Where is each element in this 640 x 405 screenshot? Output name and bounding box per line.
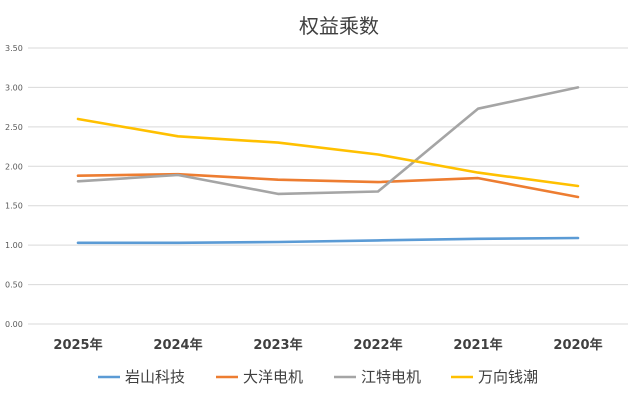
x-tick-label: 2021年 [453, 337, 502, 353]
y-axis-ticks: 0.00 0.50 1.00 1.50 2.00 2.50 3.00 3.50 [5, 44, 23, 329]
y-tick-label: 2.00 [5, 162, 23, 171]
x-tick-label: 2024年 [153, 337, 202, 353]
x-tick-label: 2022年 [353, 337, 402, 353]
legend-label: 江特电机 [361, 368, 421, 386]
series-line-1 [76, 172, 580, 199]
y-tick-label: 2.50 [5, 123, 23, 132]
series-line-3 [76, 117, 580, 188]
legend-label: 万向钱潮 [478, 368, 538, 386]
y-tick-label: 1.50 [5, 202, 23, 211]
legend: 岩山科技 大洋电机 江特电机 万向钱潮 [98, 368, 538, 386]
legend-label: 岩山科技 [125, 368, 185, 386]
x-tick-label: 2025年 [53, 337, 102, 353]
x-tick-label: 2020年 [553, 337, 602, 353]
y-tick-label: 3.50 [5, 44, 23, 53]
y-tick-label: 1.00 [5, 241, 23, 250]
x-axis-ticks: 2025年 2024年 2023年 2022年 2021年 2020年 [53, 337, 602, 353]
y-tick-label: 0.50 [5, 281, 23, 290]
y-tick-label: 0.00 [5, 320, 23, 329]
gridlines [28, 47, 628, 325]
chart-title: 权益乘数 [299, 14, 379, 38]
y-tick-label: 3.00 [5, 83, 23, 92]
series-line-2 [76, 86, 580, 196]
series-line-0 [76, 236, 580, 245]
series-lines [76, 86, 580, 245]
legend-label: 大洋电机 [243, 368, 303, 386]
x-tick-label: 2023年 [253, 337, 302, 353]
